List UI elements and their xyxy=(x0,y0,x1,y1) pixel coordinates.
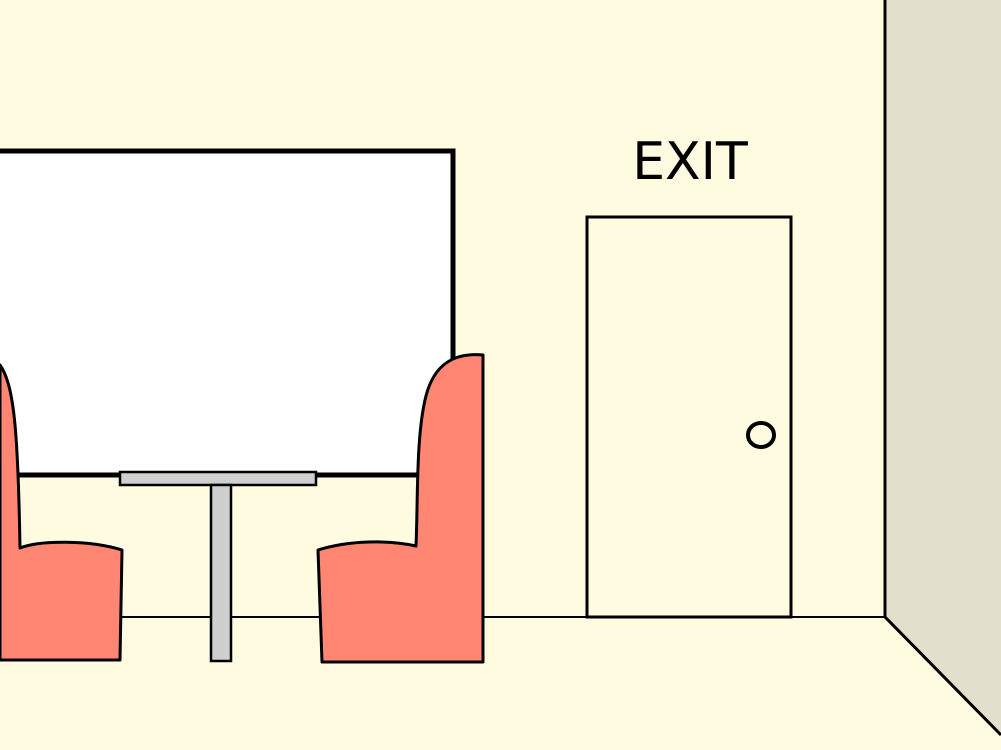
table-leg xyxy=(209,483,233,663)
table-top xyxy=(118,470,318,487)
floor-corner-line xyxy=(883,615,1001,737)
door-knob-icon[interactable] xyxy=(746,421,776,449)
door-icon[interactable] xyxy=(585,215,793,619)
table-icon[interactable] xyxy=(118,470,318,663)
window-icon[interactable] xyxy=(0,148,456,478)
exit-sign: EXIT xyxy=(632,132,748,192)
booth-seat-icon[interactable] xyxy=(0,363,124,662)
booth-seat-icon[interactable] xyxy=(316,353,485,664)
side-wall xyxy=(885,0,1001,750)
